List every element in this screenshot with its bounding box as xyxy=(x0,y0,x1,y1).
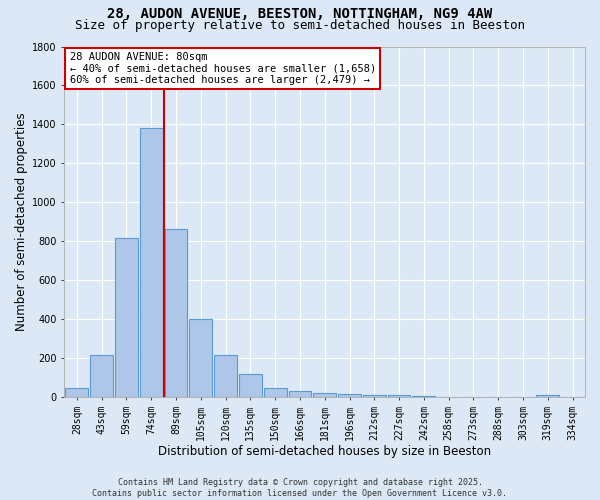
Bar xyxy=(338,394,361,398)
Bar xyxy=(115,238,138,398)
Bar xyxy=(412,396,435,398)
Bar xyxy=(214,354,237,398)
Bar xyxy=(437,397,460,398)
Bar xyxy=(164,229,187,398)
Bar xyxy=(90,354,113,398)
X-axis label: Distribution of semi-detached houses by size in Beeston: Distribution of semi-detached houses by … xyxy=(158,444,491,458)
Text: Size of property relative to semi-detached houses in Beeston: Size of property relative to semi-detach… xyxy=(75,18,525,32)
Bar xyxy=(239,374,262,398)
Bar xyxy=(190,320,212,398)
Bar xyxy=(140,128,163,398)
Text: 28, AUDON AVENUE, BEESTON, NOTTINGHAM, NG9 4AW: 28, AUDON AVENUE, BEESTON, NOTTINGHAM, N… xyxy=(107,8,493,22)
Bar xyxy=(264,388,287,398)
Text: Contains HM Land Registry data © Crown copyright and database right 2025.
Contai: Contains HM Land Registry data © Crown c… xyxy=(92,478,508,498)
Text: 28 AUDON AVENUE: 80sqm
← 40% of semi-detached houses are smaller (1,658)
60% of : 28 AUDON AVENUE: 80sqm ← 40% of semi-det… xyxy=(70,52,376,85)
Bar xyxy=(363,394,386,398)
Bar xyxy=(388,396,410,398)
Bar xyxy=(289,390,311,398)
Bar xyxy=(65,388,88,398)
Y-axis label: Number of semi-detached properties: Number of semi-detached properties xyxy=(15,112,28,332)
Bar xyxy=(536,395,559,398)
Bar xyxy=(313,392,336,398)
